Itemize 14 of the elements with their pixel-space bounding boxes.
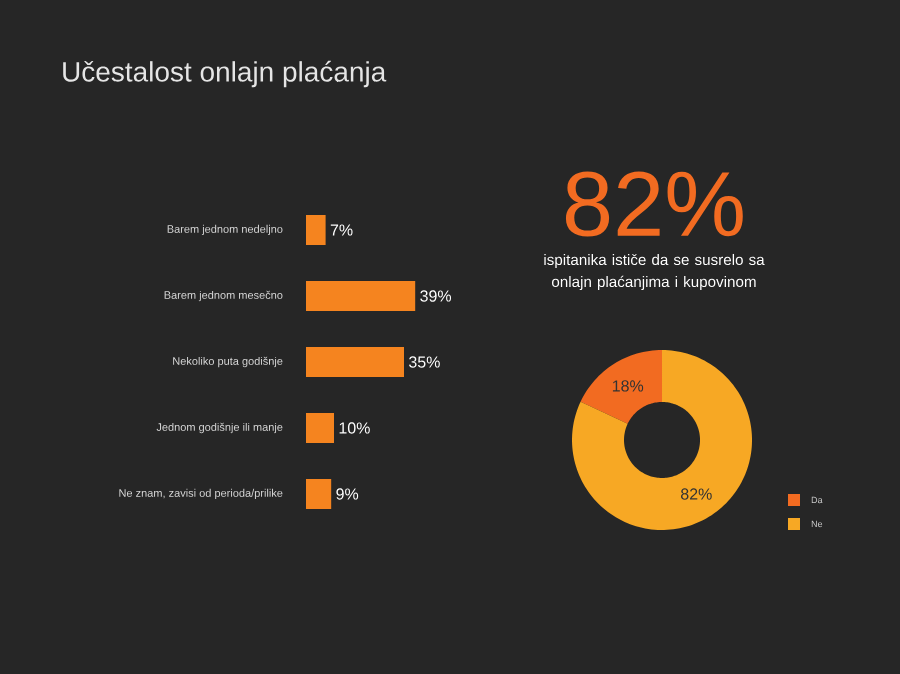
data-label: 39% <box>420 290 452 302</box>
data-label: 7% <box>330 224 353 236</box>
bar <box>306 412 334 443</box>
chart-title: 82% <box>565 171 743 237</box>
bar <box>306 346 404 377</box>
data-label: 9% <box>336 488 359 500</box>
bar <box>306 478 332 509</box>
bar <box>306 215 326 245</box>
bar <box>306 280 416 311</box>
data-label: 10% <box>339 422 370 434</box>
data-label: 35% <box>409 356 440 368</box>
chart-title: Učestalost onlajn plaćanja <box>63 60 387 88</box>
data-label: 18% <box>612 380 644 392</box>
data-label: 82% <box>680 488 712 500</box>
